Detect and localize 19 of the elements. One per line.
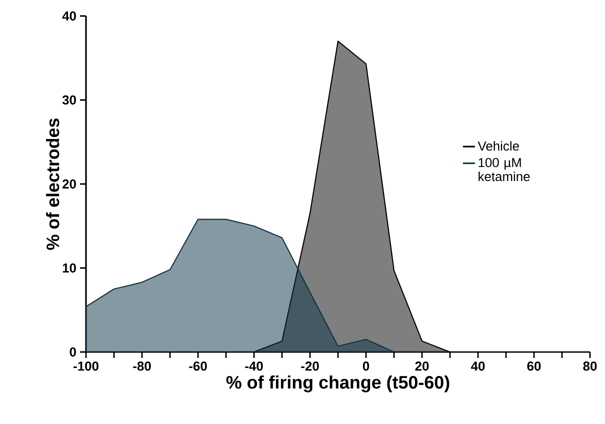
x-tick-label: 40 (471, 362, 485, 371)
x-tick-label: -40 (245, 362, 263, 371)
x-tick-label: 80 (583, 362, 597, 371)
y-tick-label: 30 (62, 95, 76, 105)
x-tick-label: -100 (74, 362, 98, 371)
x-tick-label: -60 (189, 362, 207, 371)
legend-label: 100 µM ketamine (478, 158, 530, 182)
x-tick-label: 60 (527, 362, 541, 371)
y-axis-title: % of electrodes (46, 118, 60, 250)
x-axis-title: % of firing change (t50-60) (226, 376, 450, 392)
y-tick-label: 10 (62, 263, 76, 273)
y-tick-label: 40 (62, 11, 76, 21)
y-tick-label: 0 (70, 347, 76, 357)
x-tick-label: 20 (415, 362, 429, 371)
x-tick-label: 0 (362, 362, 370, 371)
y-tick-label: 20 (62, 179, 76, 189)
x-tick-label: -20 (301, 362, 319, 371)
x-tick-label: -80 (133, 362, 151, 371)
legend-label: Vehicle (478, 141, 519, 151)
